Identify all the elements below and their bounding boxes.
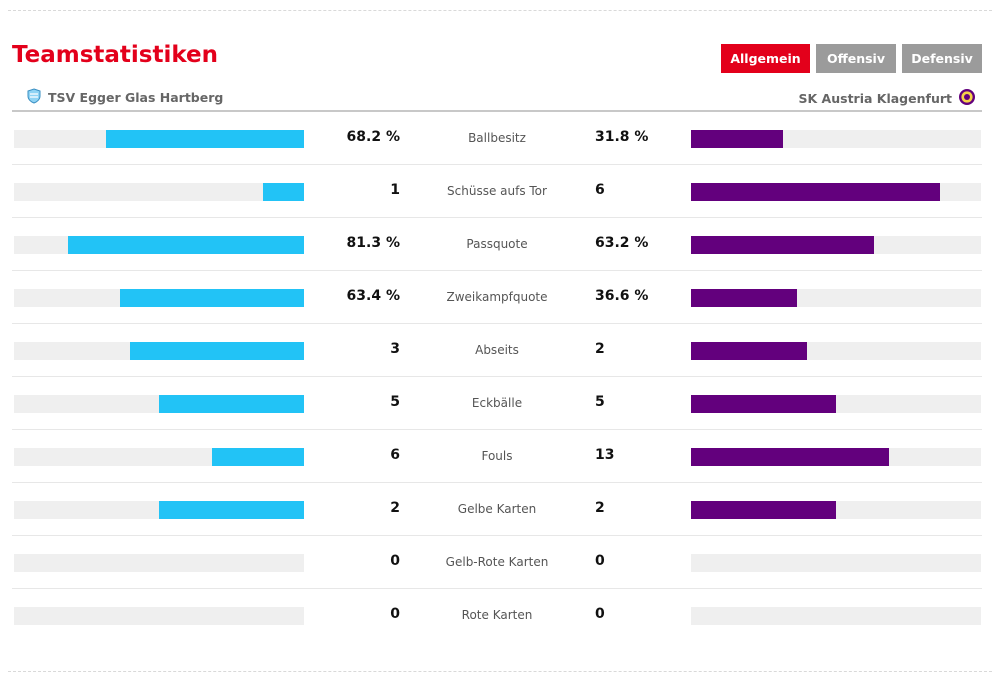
- home-bar-track: [14, 554, 304, 572]
- home-value: 2: [390, 500, 400, 516]
- home-bar-track: [14, 130, 304, 148]
- away-bar-track: [691, 448, 981, 466]
- stat-row-corners: 5 Eckbälle 5: [12, 377, 982, 430]
- stat-label: Ballbesitz: [468, 131, 526, 145]
- tab-offense[interactable]: Offensiv: [816, 44, 896, 73]
- home-bar-track: [14, 342, 304, 360]
- home-bar-track: [14, 236, 304, 254]
- row-divider: [12, 482, 982, 483]
- away-bar: [691, 236, 875, 254]
- row-divider: [12, 429, 982, 430]
- stat-label: Fouls: [481, 449, 513, 463]
- away-value: 2: [595, 500, 605, 516]
- stat-label: Passquote: [466, 237, 528, 251]
- row-divider: [12, 323, 982, 324]
- home-bar-track: [14, 289, 304, 307]
- home-bar: [159, 395, 304, 413]
- home-bar: [262, 183, 304, 201]
- away-value: 6: [595, 182, 605, 198]
- stat-label: Gelbe Karten: [457, 502, 537, 516]
- tab-defense[interactable]: Defensiv: [902, 44, 982, 73]
- away-bar-track: [691, 395, 981, 413]
- home-bar: [106, 130, 304, 148]
- stat-row-pass-accuracy: 81.3 % Passquote 63.2 %: [12, 218, 982, 271]
- home-value: 1: [390, 182, 400, 198]
- klagenfurt-crest-icon: [958, 88, 976, 109]
- home-bar: [212, 448, 304, 466]
- row-divider: [12, 217, 982, 218]
- row-divider: [12, 535, 982, 536]
- home-value: 3: [390, 341, 400, 357]
- stat-row-duel-rate: 63.4 % Zweikampfquote 36.6 %: [12, 271, 982, 324]
- home-value: 6: [390, 447, 400, 463]
- stat-label: Zweikampfquote: [446, 290, 548, 304]
- away-bar: [691, 342, 807, 360]
- away-bar: [691, 501, 836, 519]
- away-bar: [691, 448, 890, 466]
- page-title: Teamstatistiken: [12, 42, 219, 68]
- bottom-divider: [8, 671, 992, 672]
- home-bar-track: [14, 183, 304, 201]
- row-divider: [12, 588, 982, 589]
- away-value: 36.6 %: [595, 288, 649, 304]
- stat-row-fouls: 6 Fouls 13: [12, 430, 982, 483]
- row-divider: [12, 164, 982, 165]
- away-bar-track: [691, 342, 981, 360]
- away-bar-track: [691, 183, 981, 201]
- away-bar-track: [691, 236, 981, 254]
- away-team-name: SK Austria Klagenfurt: [798, 91, 952, 106]
- stat-label: Gelb-Rote Karten: [445, 555, 549, 569]
- home-bar-track: [14, 395, 304, 413]
- home-value: 81.3 %: [346, 235, 400, 251]
- header-divider: [12, 110, 982, 112]
- home-bar: [159, 501, 304, 519]
- away-value: 5: [595, 394, 605, 410]
- away-value: 2: [595, 341, 605, 357]
- home-value: 68.2 %: [346, 129, 400, 145]
- away-bar: [691, 289, 798, 307]
- away-team-header: SK Austria Klagenfurt: [799, 88, 976, 109]
- hartberg-crest-icon: [26, 88, 42, 107]
- row-divider: [12, 270, 982, 271]
- row-divider: [12, 376, 982, 377]
- away-bar-track: [691, 501, 981, 519]
- stat-label: Eckbälle: [471, 396, 523, 410]
- stat-label: Rote Karten: [461, 608, 533, 622]
- away-value: 0: [595, 606, 605, 622]
- home-bar: [130, 342, 304, 360]
- away-value: 13: [595, 447, 615, 463]
- away-bar-track: [691, 554, 981, 572]
- away-value: 31.8 %: [595, 129, 649, 145]
- away-bar-track: [691, 607, 981, 625]
- stats-tabs: Allgemein Offensiv Defensiv: [721, 44, 982, 73]
- home-bar-track: [14, 607, 304, 625]
- home-value: 63.4 %: [346, 288, 400, 304]
- tab-general[interactable]: Allgemein: [721, 44, 810, 73]
- stat-row-possession: 68.2 % Ballbesitz 31.8 %: [12, 112, 982, 165]
- home-team-header: TSV Egger Glas Hartberg: [26, 88, 223, 107]
- away-bar: [691, 395, 836, 413]
- stat-label: Schüsse aufs Tor: [447, 184, 547, 198]
- away-bar-track: [691, 130, 981, 148]
- home-bar: [68, 236, 304, 254]
- home-value: 0: [390, 606, 400, 622]
- home-team-name: TSV Egger Glas Hartberg: [48, 90, 224, 105]
- stat-row-yellow-cards: 2 Gelbe Karten 2: [12, 483, 982, 536]
- stat-row-second-yellow-cards: 0 Gelb-Rote Karten 0: [12, 536, 982, 589]
- home-bar-track: [14, 448, 304, 466]
- home-bar-track: [14, 501, 304, 519]
- stat-label: Abseits: [475, 343, 519, 357]
- away-value: 63.2 %: [595, 235, 649, 251]
- top-divider: [8, 10, 992, 11]
- stat-row-red-cards: 0 Rote Karten 0: [12, 589, 982, 642]
- stat-row-shots-on-target: 1 Schüsse aufs Tor 6: [12, 165, 982, 218]
- stat-row-offsides: 3 Abseits 2: [12, 324, 982, 377]
- away-bar: [691, 183, 940, 201]
- home-bar: [120, 289, 304, 307]
- home-value: 0: [390, 553, 400, 569]
- away-value: 0: [595, 553, 605, 569]
- away-bar: [691, 130, 784, 148]
- away-bar-track: [691, 289, 981, 307]
- home-value: 5: [390, 394, 400, 410]
